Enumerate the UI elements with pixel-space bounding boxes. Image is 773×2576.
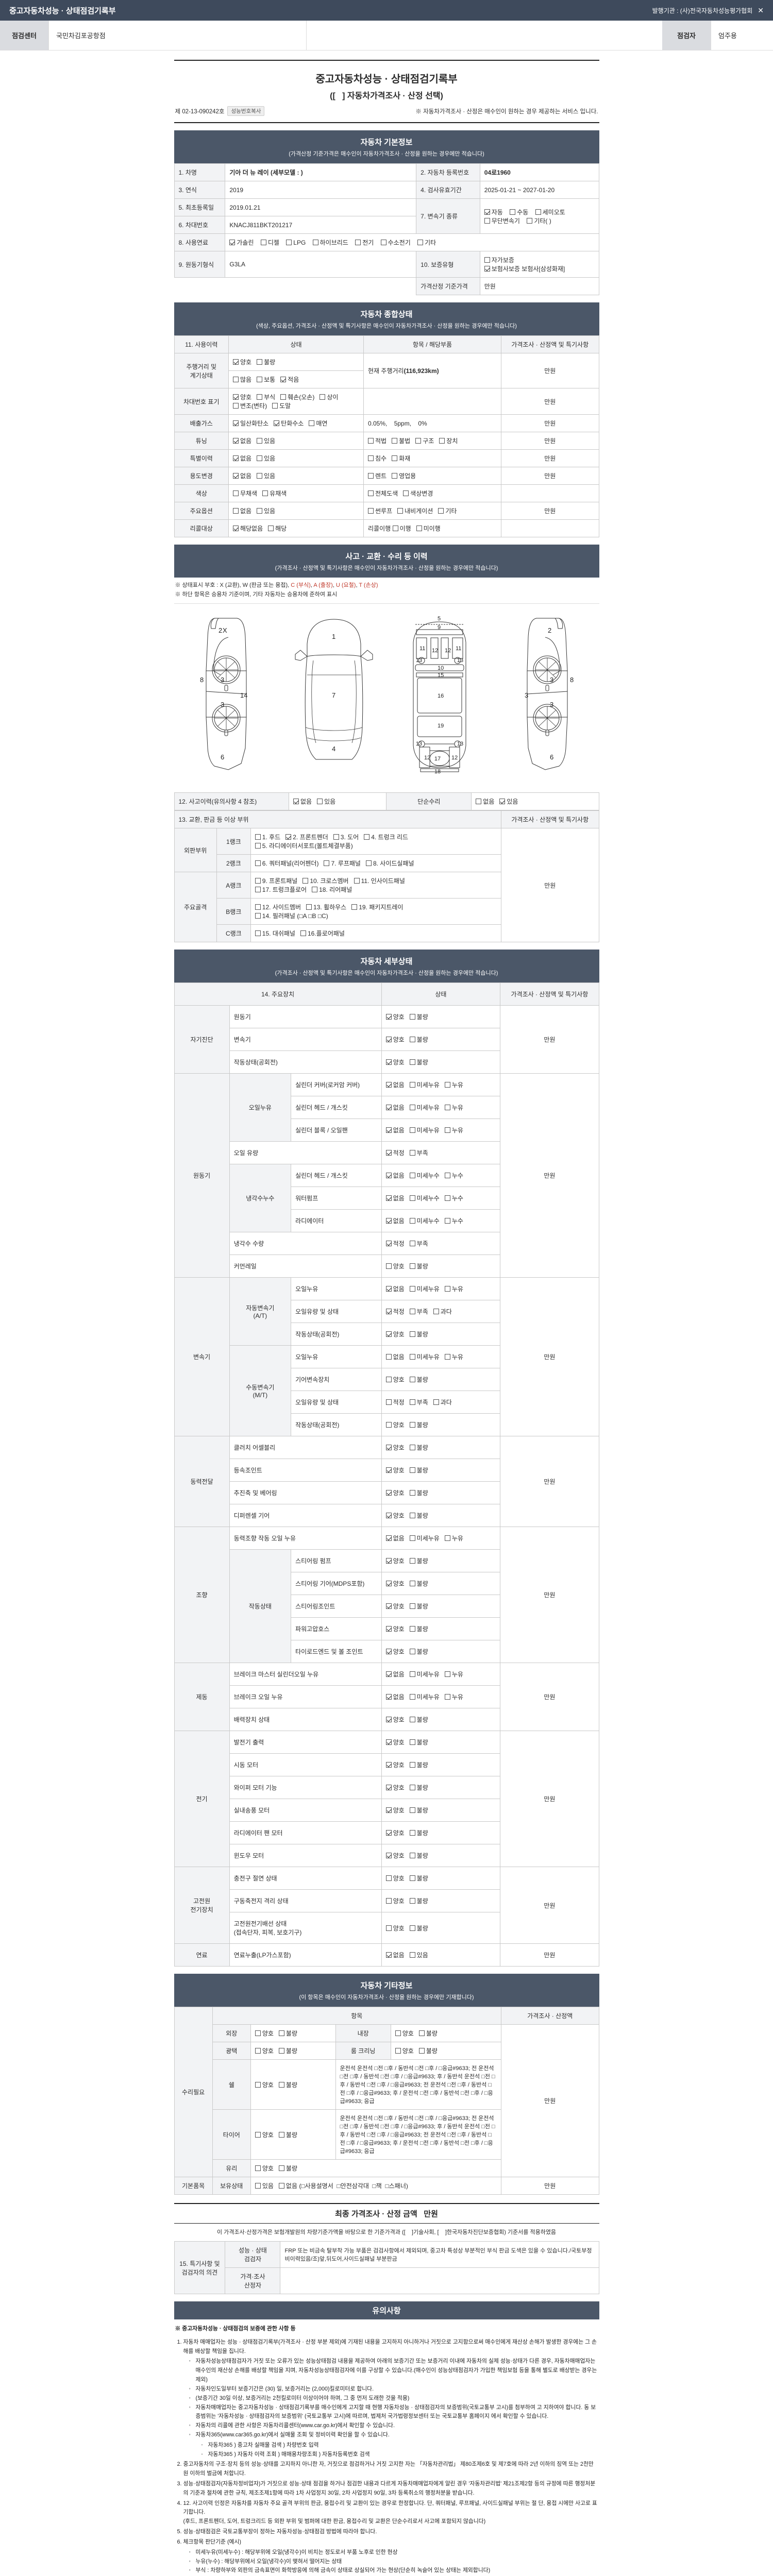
svg-text:12: 12 [432,648,438,654]
svg-text:8: 8 [200,676,204,684]
svg-text:X: X [223,626,227,634]
svg-text:14: 14 [240,691,247,699]
svg-text:12: 12 [445,648,451,654]
svg-text:17: 17 [434,756,440,762]
svg-text:3: 3 [221,676,224,684]
svg-text:2: 2 [219,626,222,634]
svg-text:13: 13 [457,657,463,664]
svg-text:19: 19 [438,723,444,729]
svg-text:11: 11 [456,646,461,652]
svg-text:6: 6 [550,753,553,761]
svg-text:9: 9 [438,624,441,631]
svg-text:13: 13 [415,657,422,664]
svg-text:1: 1 [332,633,335,640]
svg-text:8: 8 [570,676,574,684]
svg-text:16: 16 [438,693,444,699]
svg-text:3: 3 [550,676,553,684]
svg-text:4: 4 [332,745,335,753]
svg-text:18: 18 [434,769,440,775]
svg-text:2: 2 [548,626,551,634]
svg-text:13: 13 [457,741,463,747]
svg-text:3: 3 [525,691,528,699]
svg-text:12: 12 [424,755,430,761]
svg-text:5: 5 [438,616,441,622]
svg-text:6: 6 [221,753,224,761]
svg-text:12: 12 [451,755,458,761]
svg-text:7: 7 [332,691,335,699]
svg-text:3: 3 [550,701,553,708]
svg-text:3: 3 [221,701,224,708]
svg-text:13: 13 [415,741,422,747]
svg-text:11: 11 [419,646,425,652]
svg-text:15: 15 [438,672,444,679]
svg-text:10: 10 [438,665,444,671]
